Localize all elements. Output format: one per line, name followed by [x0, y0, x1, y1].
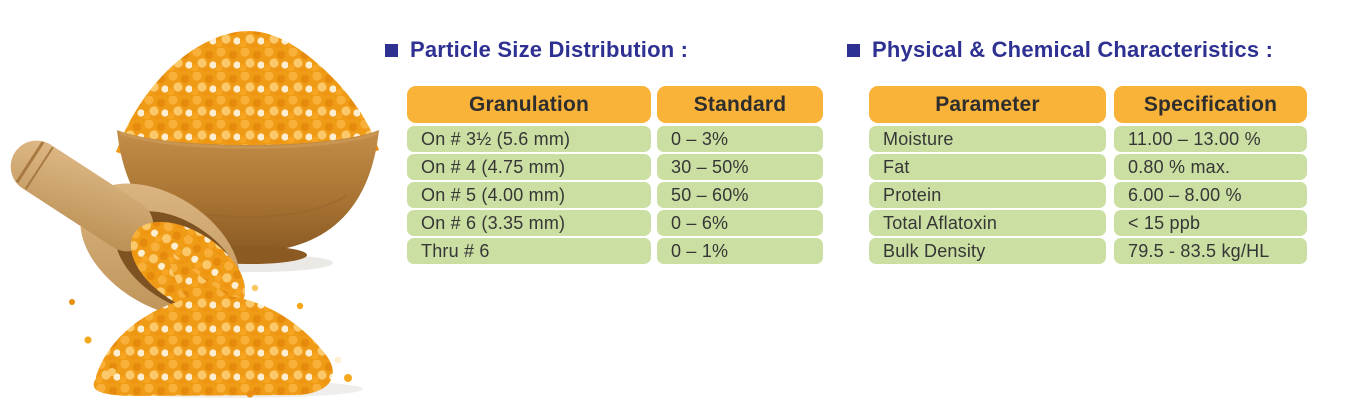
standard-cell: 50 – 60% [657, 182, 823, 208]
specification-cell: 11.00 – 13.00 % [1114, 126, 1307, 152]
granulation-cell: On # 6 (3.35 mm) [407, 210, 651, 236]
table-row: Protein 6.00 – 8.00 % [869, 182, 1317, 208]
granulation-cell: On # 5 (4.00 mm) [407, 182, 651, 208]
section-physical-chemical: Physical & Chemical Characteristics : Pa… [847, 36, 1317, 264]
parameter-cell: Total Aflatoxin [869, 210, 1106, 236]
specification-cell: < 15 ppb [1114, 210, 1307, 236]
table-row: Bulk Density 79.5 - 83.5 kg/HL [869, 238, 1317, 264]
column-header-parameter: Parameter [869, 86, 1106, 123]
bullet-square-icon [847, 43, 860, 57]
parameter-cell: Bulk Density [869, 238, 1106, 264]
specification-cell: 6.00 – 8.00 % [1114, 182, 1307, 208]
particle-size-table: Granulation Standard On # 3½ (5.6 mm) 0 … [407, 86, 825, 264]
table-row: On # 4 (4.75 mm) 30 – 50% [407, 154, 825, 180]
physical-chemical-table: Parameter Specification Moisture 11.00 –… [869, 86, 1317, 264]
table-row: Total Aflatoxin < 15 ppb [869, 210, 1317, 236]
corn-grits-illustration [10, 30, 379, 398]
particle-size-heading: Particle Size Distribution : [385, 36, 825, 64]
table-row: Moisture 11.00 – 13.00 % [869, 126, 1317, 152]
specification-cell: 79.5 - 83.5 kg/HL [1114, 238, 1307, 264]
specification-cell: 0.80 % max. [1114, 154, 1307, 180]
physical-chemical-title: Physical & Chemical Characteristics : [872, 37, 1274, 62]
granulation-cell: On # 4 (4.75 mm) [407, 154, 651, 180]
table-row: Fat 0.80 % max. [869, 154, 1317, 180]
parameter-cell: Protein [869, 182, 1106, 208]
parameter-cell: Moisture [869, 126, 1106, 152]
table-row: On # 6 (3.35 mm) 0 – 6% [407, 210, 825, 236]
section-particle-size: Particle Size Distribution : Granulation… [385, 36, 825, 264]
physical-chemical-heading: Physical & Chemical Characteristics : [847, 36, 1317, 64]
particle-size-title: Particle Size Distribution : [410, 37, 689, 62]
table-header-row: Granulation Standard [407, 86, 825, 123]
standard-cell: 0 – 1% [657, 238, 823, 264]
table-header-row: Parameter Specification [869, 86, 1317, 123]
table-row: On # 5 (4.00 mm) 50 – 60% [407, 182, 825, 208]
column-header-granulation: Granulation [407, 86, 651, 123]
corn-grits-photo [0, 0, 400, 401]
table-row: Thru # 6 0 – 1% [407, 238, 825, 264]
column-header-specification: Specification [1114, 86, 1307, 123]
granulation-cell: Thru # 6 [407, 238, 651, 264]
granulation-cell: On # 3½ (5.6 mm) [407, 126, 651, 152]
parameter-cell: Fat [869, 154, 1106, 180]
table-row: On # 3½ (5.6 mm) 0 – 3% [407, 126, 825, 152]
standard-cell: 0 – 3% [657, 126, 823, 152]
column-header-standard: Standard [657, 86, 823, 123]
standard-cell: 30 – 50% [657, 154, 823, 180]
bullet-square-icon [385, 43, 398, 57]
standard-cell: 0 – 6% [657, 210, 823, 236]
